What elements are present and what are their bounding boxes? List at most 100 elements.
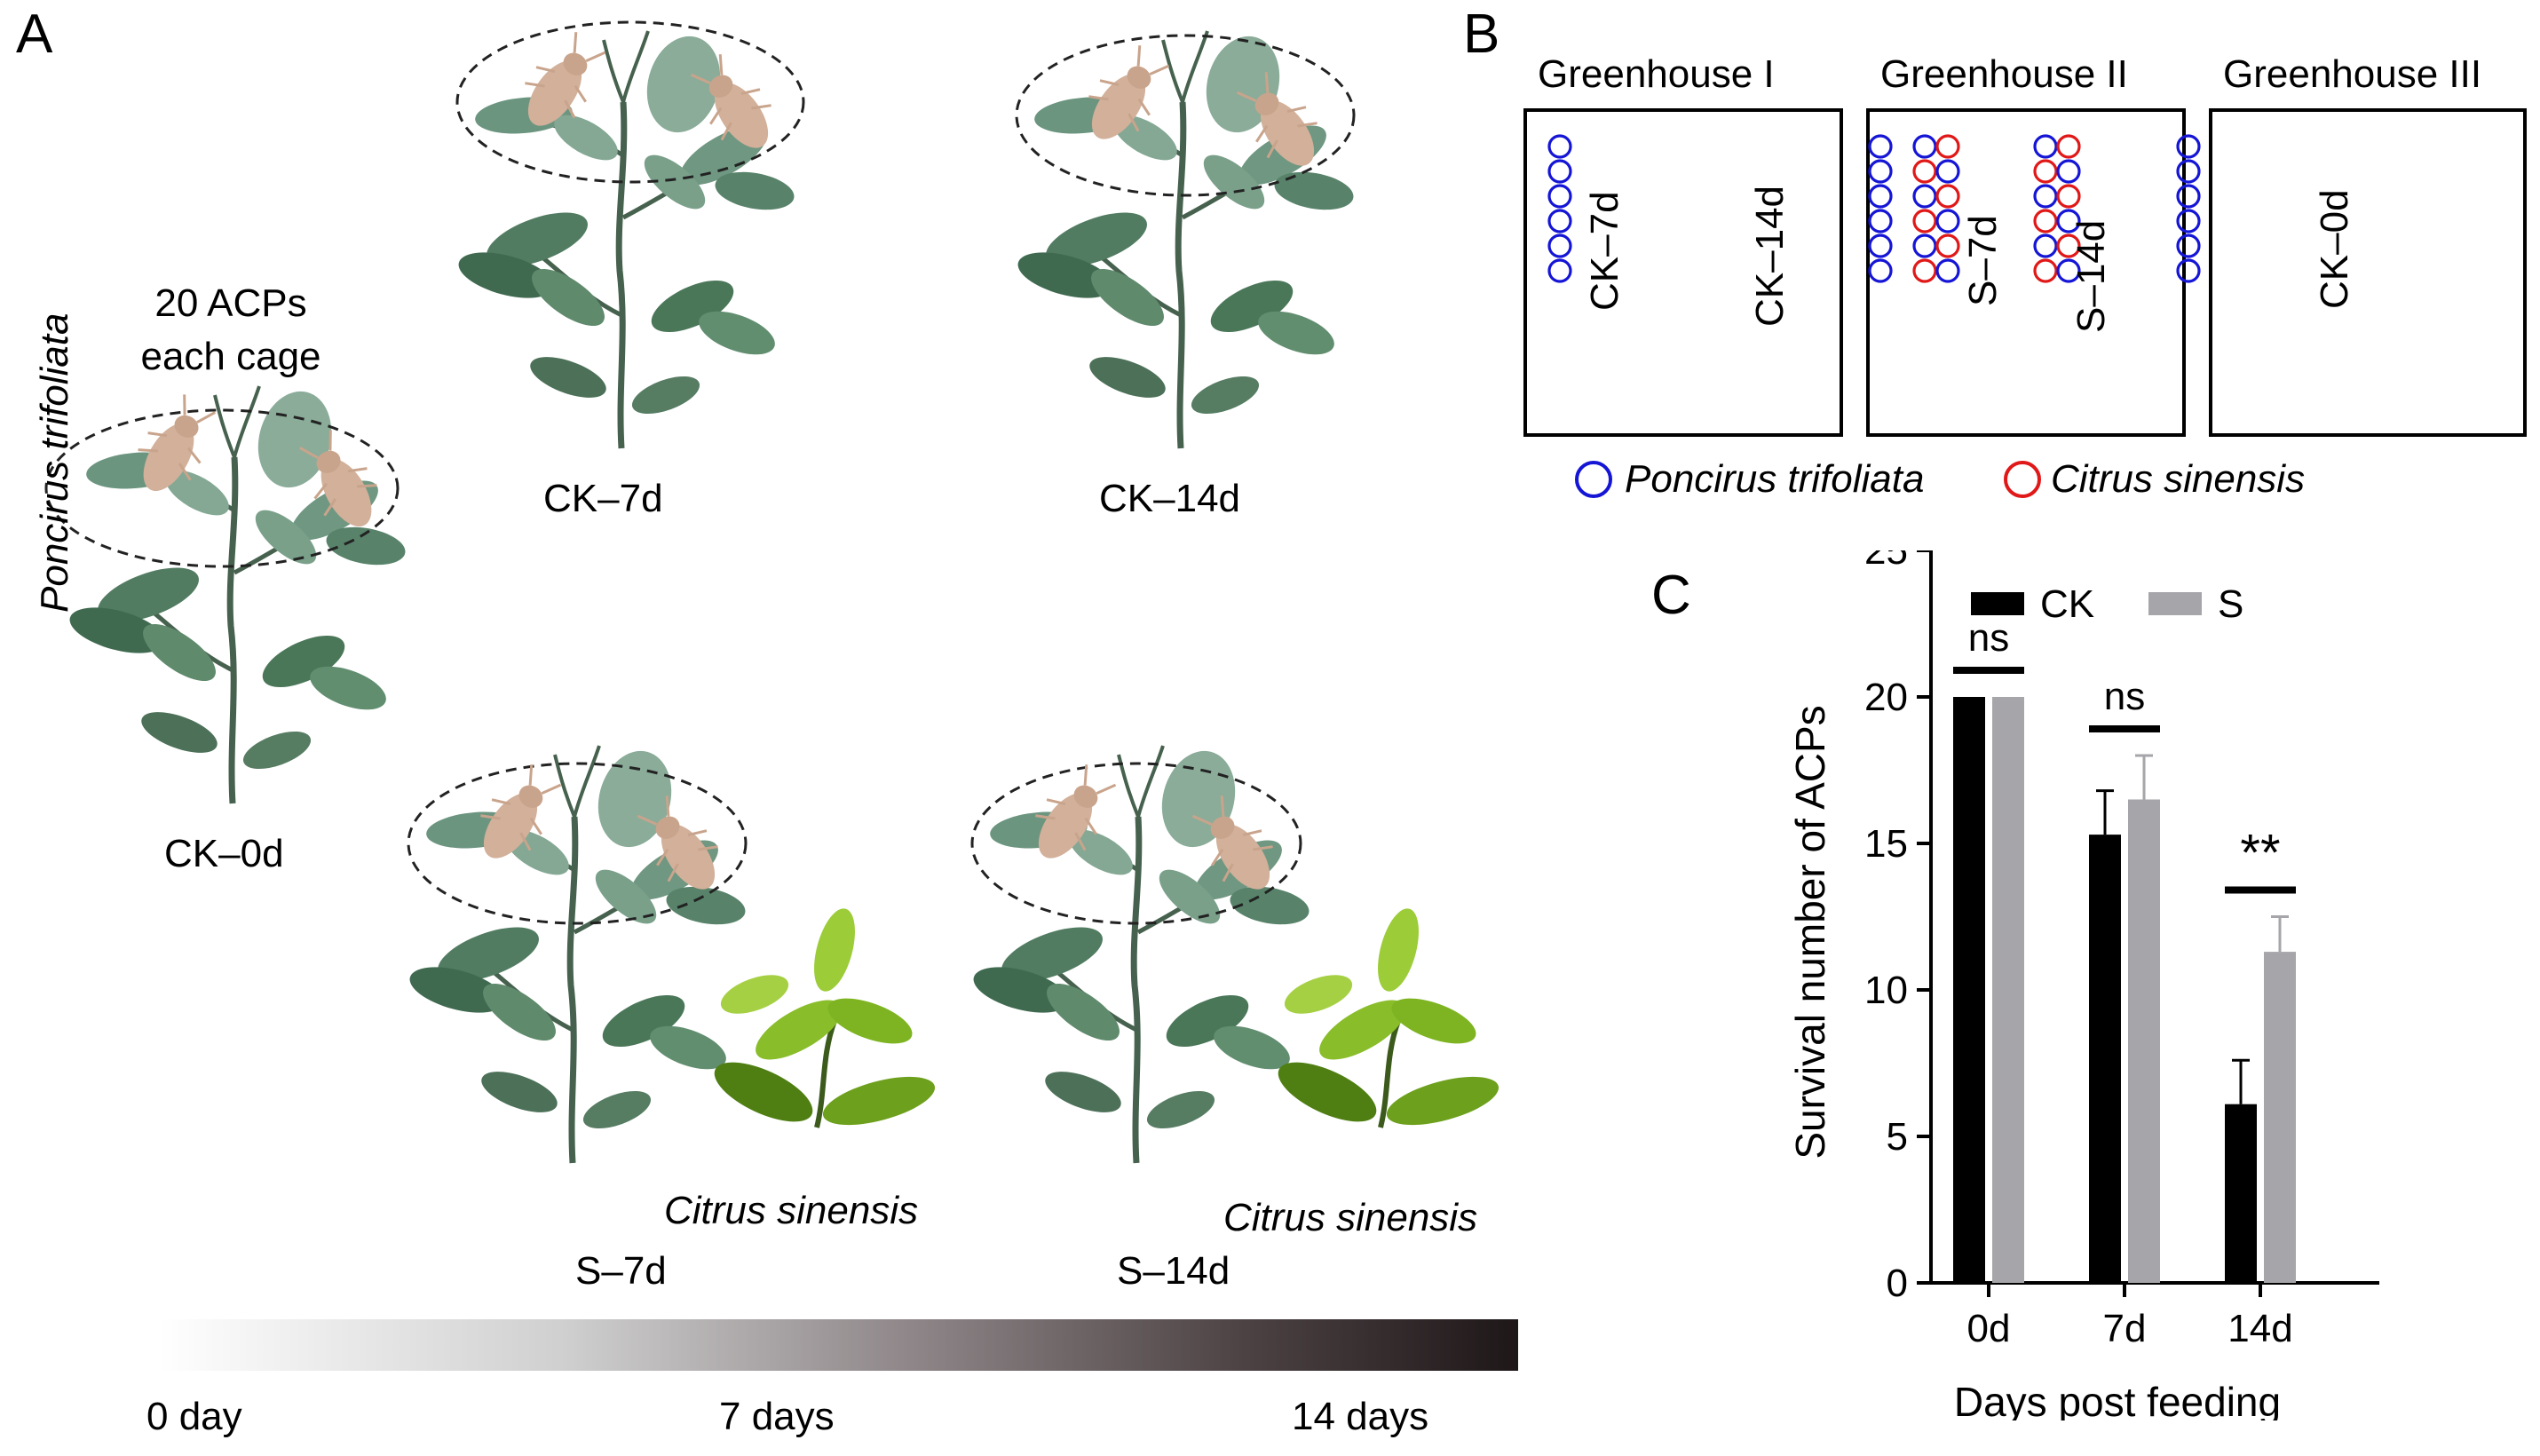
plot-circle	[1935, 184, 1960, 209]
label-ck-7d: CK–7d	[543, 477, 663, 520]
legend-citrus-label: Citrus sinensis	[2051, 457, 2306, 501]
bar-ck-14d	[2225, 1104, 2257, 1283]
timeline-start-label: 0 day	[146, 1395, 242, 1438]
cage-ck-7d	[455, 20, 805, 184]
plot-circle	[2033, 233, 2058, 258]
citrus-label-s-14d: Citrus sinensis	[1223, 1196, 1478, 1239]
plot-circle	[1935, 209, 1960, 233]
plot-circle	[2033, 258, 2058, 283]
cage-note-line2: each cage	[140, 335, 321, 378]
greenhouse-3-box	[2209, 108, 2527, 437]
plot-circle	[1912, 184, 1937, 209]
significance-label: ns	[2104, 675, 2145, 718]
plot-circle	[1868, 258, 1893, 283]
plot-circle	[2176, 134, 2201, 159]
plant-s-7d	[405, 743, 748, 1163]
legend-poncirus-marker	[1575, 461, 1612, 498]
plot-label-s-14d: S–14d	[2069, 219, 2113, 333]
plot-circle	[2056, 184, 2081, 209]
plot-circle	[1868, 134, 1893, 159]
plot-circle	[1912, 209, 1937, 233]
bar-s-14d	[2264, 952, 2296, 1283]
y-tick-label: 15	[1864, 822, 1908, 866]
citrus-plant-s-14d	[1270, 904, 1503, 1135]
legend-swatch-ck	[1971, 592, 2024, 615]
plot-circle	[2176, 233, 2201, 258]
survival-bar-chart: Survival number of ACPs Days post feedin…	[1787, 550, 2379, 1420]
significance-label: **	[2240, 825, 2280, 882]
plot-circle	[2056, 209, 2081, 233]
plant-ck-0d	[65, 384, 408, 803]
label-ck-0d: CK–0d	[164, 832, 284, 875]
significance-label: ns	[1968, 616, 2009, 660]
plot-circle	[1547, 134, 1572, 159]
y-tick-label: 5	[1887, 1115, 1908, 1159]
bar-s-0d	[1992, 697, 2024, 1283]
plot-circle	[1868, 184, 1893, 209]
plot-circle	[2056, 233, 2081, 258]
legend-label-ck: CK	[2040, 582, 2094, 626]
plot-circle	[2033, 184, 2058, 209]
plot-circle	[1547, 233, 1572, 258]
plot-circle	[1912, 134, 1937, 159]
plot-circle	[1935, 258, 1960, 283]
panel-a-letter: A	[16, 4, 53, 65]
legend-poncirus-label: Poncirus trifoliata	[1625, 457, 1925, 501]
plot-circle	[1935, 134, 1960, 159]
greenhouse-2-box	[1866, 108, 2186, 437]
plot-circle	[1912, 258, 1937, 283]
bar-ck-0d	[1953, 697, 1985, 1283]
label-s-7d: S–7d	[575, 1249, 667, 1293]
timeline-gradient-bar	[158, 1319, 1518, 1371]
greenhouse-plots	[1547, 134, 2201, 283]
y-tick-label: 20	[1864, 676, 1908, 719]
plot-circle	[2176, 209, 2201, 233]
timeline-end-label: 14 days	[1292, 1395, 1429, 1438]
plot-label-ck-7d: CK–7d	[1583, 191, 1626, 311]
plot-circle	[1868, 159, 1893, 184]
plot-circle	[1547, 184, 1572, 209]
plant-ck-14d	[1013, 28, 1357, 448]
plot-circle	[1547, 258, 1572, 283]
cage-ck-0d	[44, 408, 400, 568]
x-tick-label: 7d	[2103, 1307, 2147, 1350]
panel-a-illustration	[44, 20, 1527, 1190]
plot-label-ck-0d: CK–0d	[2313, 189, 2356, 309]
plot-circle	[2176, 258, 2201, 283]
bar-ck-7d	[2089, 835, 2121, 1283]
cage-s-14d	[970, 762, 1302, 925]
plot-label-ck-14d: CK–14d	[1748, 185, 1792, 327]
legend-swatch-s	[2148, 592, 2202, 615]
plot-circle	[2056, 258, 2081, 283]
plot-circle	[2176, 184, 2201, 209]
greenhouse-1-title: Greenhouse I	[1538, 52, 1775, 96]
plot-circle	[1547, 209, 1572, 233]
plot-circle	[1935, 159, 1960, 184]
y-tick-label: 0	[1887, 1262, 1908, 1305]
chart-y-axis-label: Survival number of ACPs	[1787, 705, 1833, 1159]
cage-ck-14d	[1015, 34, 1356, 197]
greenhouse-2-title: Greenhouse II	[1880, 52, 2128, 96]
plot-circle	[1868, 233, 1893, 258]
plot-circle	[1912, 233, 1937, 258]
plot-circle	[2056, 159, 2081, 184]
legend-citrus-marker	[2004, 461, 2041, 498]
plant-ck-7d	[454, 28, 797, 448]
plot-circle	[1547, 159, 1572, 184]
plot-label-s-7d: S–7d	[1961, 215, 2005, 306]
y-tick-label: 25	[1864, 550, 1908, 573]
label-s-14d: S–14d	[1117, 1249, 1230, 1293]
plot-circle	[2056, 134, 2081, 159]
host-vertical-label: Poncirus trifoliata	[33, 313, 76, 613]
plot-circle	[2033, 159, 2058, 184]
timeline-mid-label: 7 days	[719, 1395, 835, 1438]
cage-note-line1: 20 ACPs	[154, 281, 307, 325]
chart-x-axis-label: Days post feeding	[1954, 1379, 2281, 1420]
label-ck-14d: CK–14d	[1099, 477, 1241, 520]
greenhouse-3-title: Greenhouse III	[2223, 52, 2482, 96]
plant-s-14d	[969, 743, 1312, 1163]
x-tick-label: 14d	[2227, 1307, 2292, 1350]
greenhouse-1-box	[1523, 108, 1843, 437]
plot-circle	[1868, 209, 1893, 233]
plot-circle	[2033, 134, 2058, 159]
